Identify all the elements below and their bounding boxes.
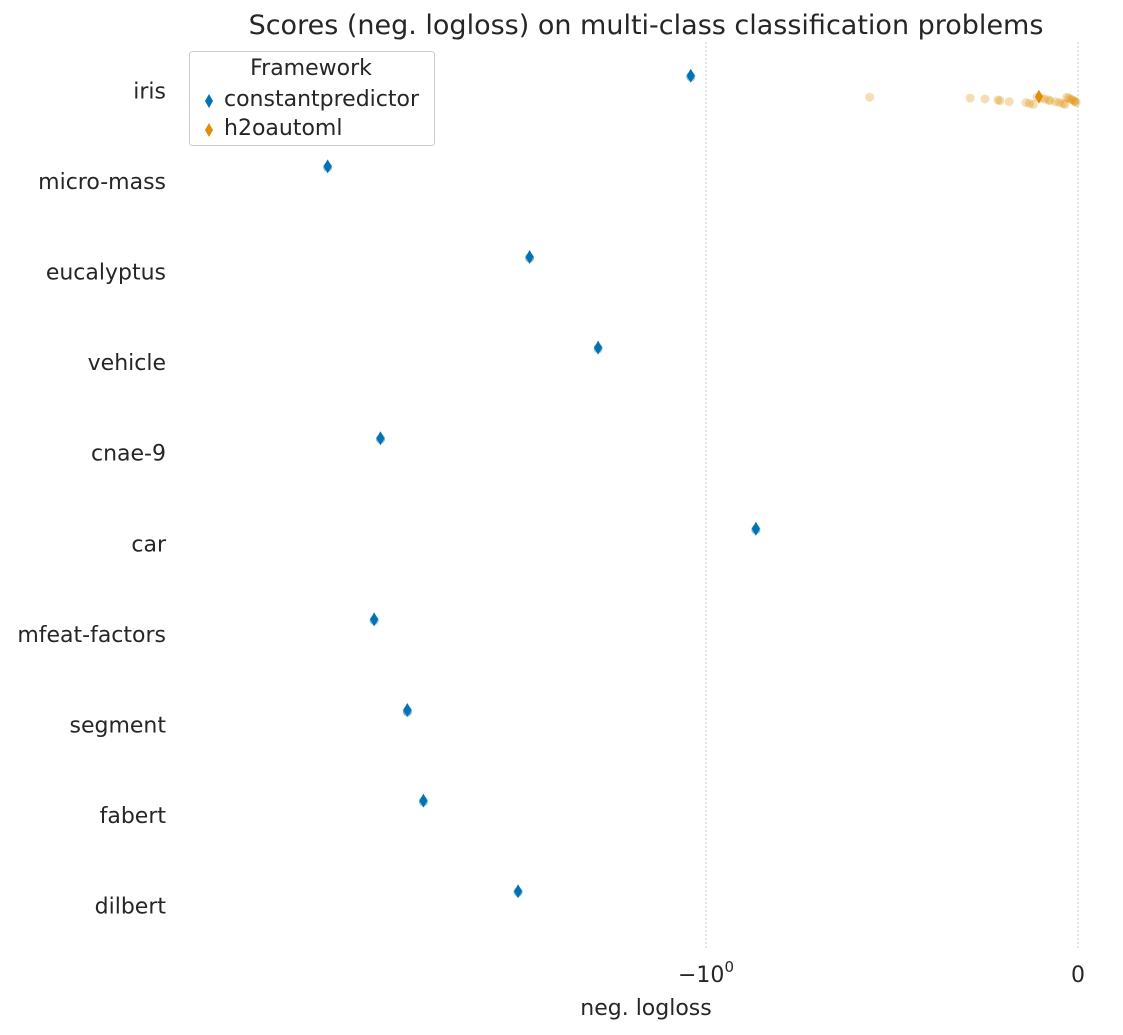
run-point-h2oautoml — [1067, 95, 1077, 105]
mean-marker-constantpredictor — [370, 612, 379, 627]
mean-marker-constantpredictor — [403, 703, 412, 717]
legend-label-constantpredictor: constantpredictor — [224, 87, 420, 112]
run-point-h2oautoml — [1043, 95, 1053, 105]
mean-marker-constantpredictor — [323, 159, 332, 174]
legend-marker-constantpredictor — [205, 94, 213, 108]
category-label: mfeat-factors — [17, 623, 166, 648]
chart-title: Scores (neg. logloss) on multi-class cla… — [249, 10, 1044, 41]
legend-title: Framework — [250, 56, 372, 81]
category-label: iris — [133, 79, 166, 104]
run-point-h2oautoml — [1060, 99, 1070, 109]
run-point-h2oautoml — [1070, 97, 1080, 107]
mean-marker-constantpredictor — [514, 884, 523, 899]
run-point-h2oautoml — [1028, 99, 1038, 109]
run-point-h2oautoml — [1025, 99, 1035, 108]
legend: Framework constantpredictor h2oautoml — [189, 51, 435, 146]
mean-marker-constantpredictor — [751, 521, 760, 536]
run-point-h2oautoml — [980, 94, 990, 104]
mean-marker-constantpredictor — [686, 68, 695, 83]
run-point-h2oautoml — [993, 95, 1003, 105]
run-point-h2oautoml — [1058, 99, 1068, 108]
x-tick-label: −100 — [678, 958, 734, 988]
run-point-h2oautoml — [1064, 93, 1074, 103]
category-label: cnae-9 — [91, 442, 166, 467]
category-label: car — [131, 532, 167, 557]
run-point-h2oautoml — [1066, 94, 1076, 104]
category-label: dilbert — [95, 895, 167, 920]
run-point-h2oautoml — [965, 93, 975, 103]
x-tick-label: 0 — [1071, 963, 1085, 988]
mean-marker-h2oautoml — [1034, 89, 1043, 104]
category-labels: iris micro-mass eucalyptus vehicle cnae-9 car… — [17, 79, 167, 919]
run-point-h2oautoml — [1021, 98, 1031, 108]
category-label: fabert — [100, 804, 167, 829]
run-point-h2oautoml — [1051, 97, 1061, 107]
run-point-h2oautoml — [1071, 98, 1081, 108]
data-points — [323, 68, 1081, 899]
run-point-h2oautoml — [1054, 98, 1064, 108]
run-point-h2oautoml — [995, 96, 1005, 106]
x-axis-title: neg. logloss — [580, 996, 711, 1021]
run-point-h2oautoml — [1062, 92, 1072, 102]
category-label: micro-mass — [38, 170, 166, 195]
run-point-h2oautoml — [1045, 96, 1055, 106]
run-point-h2oautoml — [1069, 96, 1079, 106]
category-label: vehicle — [88, 351, 166, 376]
legend-box — [189, 51, 435, 146]
mean-marker-constantpredictor — [376, 431, 385, 446]
category-label: segment — [70, 714, 167, 739]
mean-marker-constantpredictor — [419, 793, 428, 808]
mean-marker-constantpredictor — [525, 250, 534, 264]
legend-label-h2oautoml: h2oautoml — [224, 116, 342, 141]
gridlines — [705, 42, 1079, 950]
run-point-h2oautoml — [865, 92, 875, 102]
mean-marker-constantpredictor — [594, 340, 603, 355]
run-point-h2oautoml — [1004, 97, 1014, 107]
legend-marker-h2oautoml — [205, 123, 213, 137]
category-label: eucalyptus — [46, 261, 166, 286]
x-tick-labels: −100 0 — [678, 958, 1085, 988]
